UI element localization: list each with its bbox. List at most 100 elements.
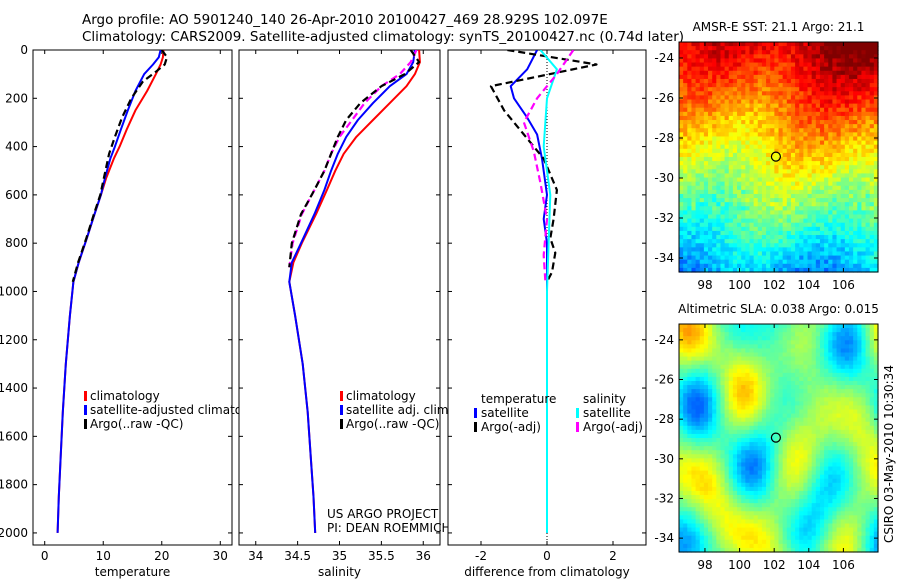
heatmap-cell [757, 348, 763, 354]
heatmap-cell [840, 152, 846, 158]
heatmap-cell [691, 421, 697, 427]
heatmap-cell [844, 78, 850, 84]
heatmap-cell [799, 107, 804, 113]
heatmap-cell [712, 157, 717, 162]
heatmap-cell [853, 202, 858, 207]
heatmap-cell [708, 42, 713, 47]
heatmap-cell [737, 103, 742, 109]
heatmap-cell [811, 385, 817, 390]
heatmap-cell [691, 397, 697, 402]
heatmap-cell [708, 401, 713, 407]
heatmap-cell [703, 87, 709, 92]
heatmap-cell [720, 161, 726, 166]
heatmap-cell [848, 466, 854, 472]
heatmap-cell [807, 177, 813, 183]
heatmap-cell [732, 421, 738, 427]
heatmap-cell [720, 397, 726, 402]
heatmap-cell [873, 107, 879, 113]
heatmap-cell [741, 352, 746, 358]
heatmap-cell [699, 46, 705, 51]
heatmap-cell [782, 120, 788, 125]
heatmap-cell [749, 169, 755, 175]
heatmap-cell [824, 450, 829, 455]
heatmap-cell [824, 103, 829, 109]
heatmap-cell [745, 385, 751, 390]
heatmap-cell [790, 157, 796, 162]
heatmap-cell [683, 450, 688, 455]
heatmap-cell [749, 332, 755, 337]
heatmap-cell [728, 372, 734, 378]
heatmap-cell [687, 267, 693, 273]
heatmap-cell [687, 409, 693, 415]
heatmap-cell [873, 340, 879, 345]
heatmap-cell [757, 214, 763, 220]
heatmap-cell [708, 421, 713, 427]
heatmap-cell [712, 499, 717, 504]
heatmap-cell [832, 344, 838, 350]
heatmap-cell [819, 157, 825, 162]
heatmap-cell [708, 144, 713, 150]
heatmap-cell [848, 364, 854, 370]
heatmap-cell [865, 409, 871, 415]
heatmap-cell [819, 344, 825, 350]
heatmap-cell [774, 368, 780, 374]
heatmap-cell [790, 165, 796, 170]
heatmap-cell [832, 247, 838, 253]
heatmap-cell [790, 206, 796, 211]
heatmap-cell [757, 206, 763, 211]
heatmap-cell [861, 255, 867, 261]
heatmap-cell [840, 462, 846, 468]
heatmap-cell [869, 111, 875, 117]
heatmap-cell [803, 259, 809, 265]
heatmap-cell [728, 495, 734, 500]
heatmap-cell [770, 74, 775, 80]
heatmap-cell [683, 152, 688, 158]
heatmap-cell [848, 397, 854, 402]
heatmap-cell [724, 58, 730, 64]
heatmap-cell [761, 226, 767, 232]
heatmap-cell [774, 482, 780, 488]
heatmap-cell [778, 165, 784, 170]
heatmap-cell [795, 120, 800, 125]
heatmap-cell [861, 356, 867, 362]
heatmap-cell [774, 42, 780, 47]
heatmap-cell [807, 267, 813, 273]
heatmap-cell [857, 450, 863, 455]
heatmap-cell [753, 87, 759, 92]
heatmap-cell [774, 235, 780, 240]
heatmap-cell [840, 385, 846, 390]
heatmap-cell [695, 433, 701, 439]
heatmap-cell [687, 128, 693, 133]
heatmap-cell [716, 429, 722, 435]
heatmap-cell [790, 173, 796, 179]
heatmap-cell [679, 91, 684, 96]
heatmap-cell [828, 177, 833, 183]
heatmap-cell [753, 189, 759, 195]
heatmap-cell [757, 210, 763, 216]
heatmap-cell [844, 389, 850, 394]
heatmap-cell [790, 58, 796, 64]
heatmap-cell [873, 247, 879, 253]
heatmap-cell [861, 368, 867, 374]
heatmap-cell [774, 446, 780, 451]
heatmap-cell [712, 364, 717, 370]
heatmap-cell [873, 111, 879, 117]
heatmap-cell [728, 189, 734, 195]
heatmap-cell [844, 433, 850, 439]
heatmap-cell [865, 50, 871, 55]
heatmap-cell [819, 401, 825, 407]
y-tick-label: 0 [20, 43, 28, 57]
heatmap-cell [770, 429, 775, 435]
heatmap-cell [712, 189, 717, 195]
heatmap-cell [815, 450, 821, 455]
heatmap-cell [716, 328, 722, 333]
heatmap-cell [757, 148, 763, 154]
heatmap-cell [832, 409, 838, 415]
heatmap-cell [790, 46, 796, 51]
heatmap-cell [737, 486, 742, 492]
heatmap-cell [824, 251, 829, 257]
heatmap-cell [757, 99, 763, 105]
heatmap-cell [712, 144, 717, 150]
heatmap-cell [699, 462, 705, 468]
heatmap-cell [749, 495, 755, 500]
